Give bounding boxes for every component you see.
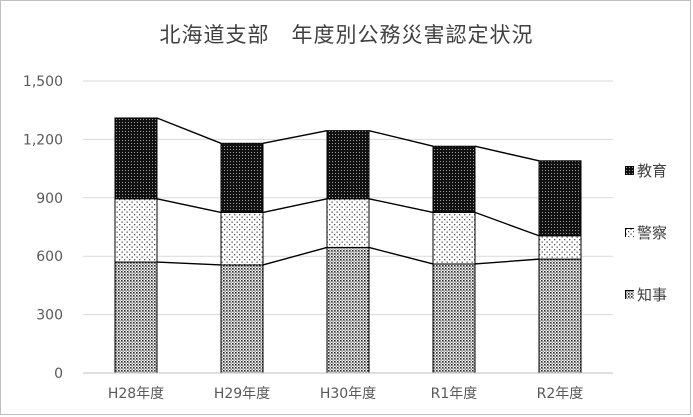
legend-swatch — [625, 227, 634, 237]
y-tick-label: 600 — [36, 249, 63, 265]
bar-segment — [114, 261, 158, 374]
bar-segment — [538, 235, 582, 260]
series-connector-line — [262, 198, 328, 214]
series-connector-line — [156, 261, 222, 266]
legend-item: 警察 — [625, 223, 668, 242]
legend-item: 知事 — [625, 285, 668, 304]
bar-segment — [114, 198, 158, 263]
y-tick-label: 1,200 — [23, 132, 63, 148]
legend-label: 知事 — [637, 285, 668, 304]
series-connector-line — [474, 211, 540, 237]
bar-segment — [326, 130, 370, 200]
x-tick-label: H28年度 — [108, 386, 164, 402]
x-tick-label: R2年度 — [537, 386, 584, 402]
bar-segment — [432, 211, 476, 265]
bar-segment — [220, 142, 264, 213]
series-connector-line — [368, 246, 434, 265]
series-connector-line — [474, 258, 540, 265]
x-tick-label: R1年度 — [431, 386, 478, 402]
bar-segment — [220, 264, 264, 374]
series-connector-line — [262, 129, 328, 144]
bar-segment — [326, 198, 370, 248]
bar-segment — [114, 117, 158, 200]
bar-segment — [432, 263, 476, 374]
series-connector-line — [156, 117, 222, 144]
series-connector-line — [368, 129, 434, 147]
legend-item: 教育 — [625, 161, 668, 180]
series-connector-line — [156, 198, 222, 214]
bar-segment — [432, 145, 476, 213]
bar-segment — [220, 211, 264, 266]
bar-segment — [326, 246, 370, 374]
legend-label: 警察 — [637, 223, 668, 242]
legend-label: 教育 — [637, 161, 668, 180]
chart-title: 北海道支部 年度別公務災害認定状況 — [159, 23, 534, 47]
y-tick-label: 300 — [36, 308, 63, 324]
y-tick-label: 1,500 — [23, 74, 63, 90]
legend-swatch — [625, 289, 634, 299]
series-connector-line — [262, 246, 328, 266]
bar-segment — [538, 160, 582, 237]
series-connector-line — [474, 145, 540, 162]
x-tick-label: H29年度 — [214, 386, 270, 402]
y-tick-label: 900 — [36, 191, 63, 207]
x-tick-label: H30年度 — [320, 386, 376, 402]
legend-swatch — [625, 165, 634, 175]
y-tick-label: 0 — [54, 366, 63, 382]
series-connector-line — [368, 198, 434, 214]
bar-segment — [538, 258, 582, 374]
